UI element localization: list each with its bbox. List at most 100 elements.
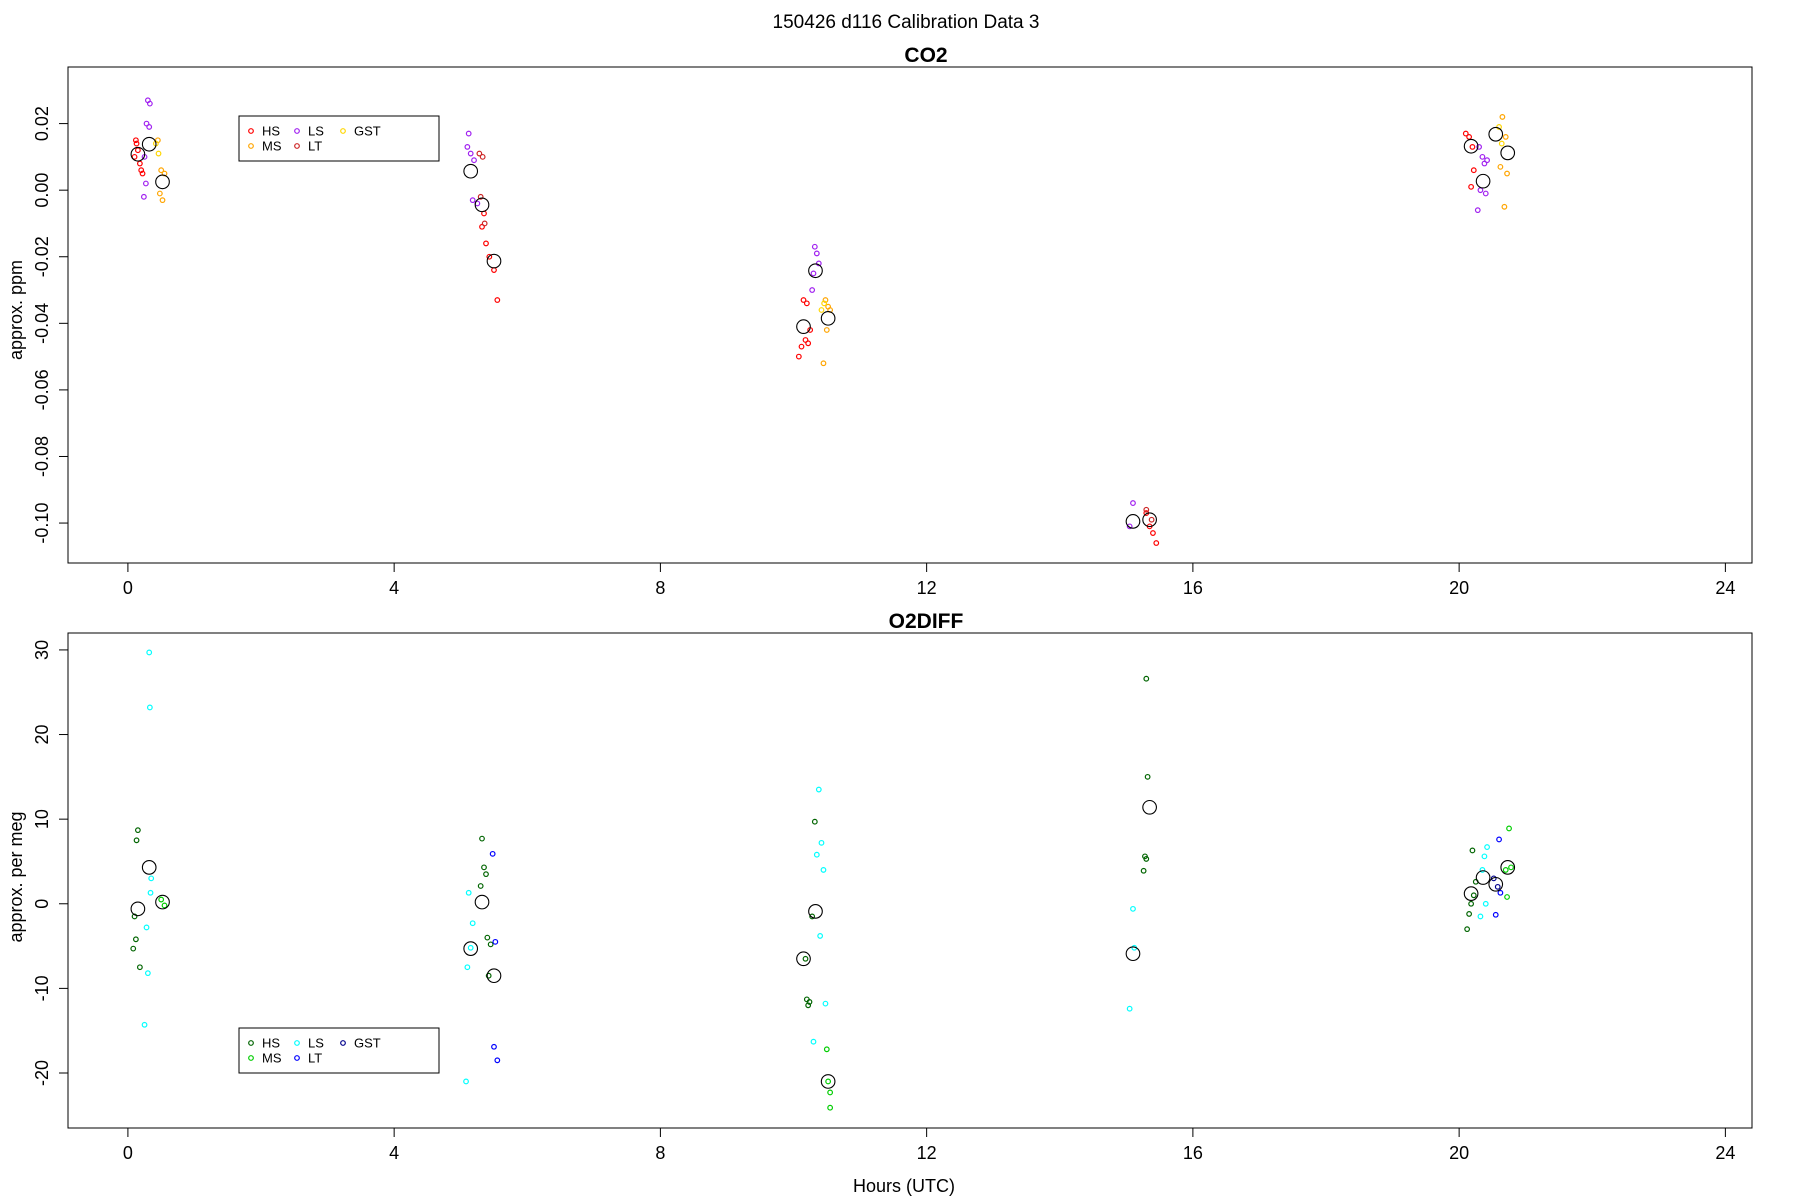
- o2diff-point-ls: [469, 920, 476, 927]
- co2-point-hs: [138, 167, 145, 174]
- o2diff-point-ls: [148, 875, 155, 882]
- o2diff-point-ls: [463, 1078, 469, 1085]
- o2diff-point-hs: [1464, 926, 1471, 933]
- o2diff-point-hs: [136, 964, 143, 971]
- o2diff-point-hs: [130, 945, 137, 952]
- o2diff-point-ls: [141, 1021, 148, 1028]
- o2diff-legend-marker-ls: [294, 1040, 300, 1046]
- o2diff-x-tick-label: 16: [1183, 1143, 1203, 1163]
- o2diff-y-tick-label: 0: [32, 899, 52, 909]
- o2diff-mean-marker: [155, 894, 170, 910]
- co2-mean-marker: [1142, 512, 1157, 528]
- o2diff-point-lt: [1492, 911, 1499, 918]
- co2-point-ls: [146, 100, 153, 107]
- co2-mean-marker: [155, 174, 170, 190]
- co2-legend-box: [238, 115, 440, 162]
- o2diff-point-lt: [494, 1057, 501, 1064]
- o2diff-x-tick-label: 8: [655, 1143, 665, 1163]
- co2-point-ls: [810, 270, 817, 277]
- co2-panel: CO2 approx. ppm 0 4 8 12 16 20 24 0.02 0.00 -0.02…: [6, 44, 1753, 598]
- co2-point-hs: [132, 137, 139, 144]
- co2-legend-marker-gst: [340, 128, 346, 134]
- o2diff-point-ms: [1502, 867, 1509, 873]
- co2-point-hs: [1469, 143, 1476, 150]
- co2-point-ls: [815, 260, 822, 267]
- o2diff-point-hs: [1144, 773, 1151, 780]
- co2-point-ms: [820, 360, 827, 367]
- o2diff-mean-marker: [1475, 870, 1491, 885]
- co2-point-ms: [1501, 203, 1508, 210]
- co2-mean-marker: [1488, 126, 1504, 142]
- o2diff-point-hs: [481, 864, 487, 871]
- o2diff-mean-marker: [1488, 876, 1504, 892]
- co2-x-tick-label: 12: [917, 578, 937, 598]
- o2diff-legend-label-gst: GST: [354, 1036, 381, 1051]
- co2-x-tick-label: 8: [655, 578, 665, 598]
- co2-legend-label-ms: MS: [262, 139, 282, 154]
- co2-point-ls: [146, 124, 153, 130]
- co2-mean-marker: [1125, 514, 1141, 529]
- co2-point-lt: [479, 153, 486, 160]
- co2-mean-marker: [1463, 138, 1479, 154]
- o2diff-point-ls: [146, 649, 153, 656]
- co2-point-ls: [811, 243, 818, 250]
- co2-y-tick-label: -0.06: [32, 369, 52, 410]
- o2diff-point-hs: [477, 883, 484, 889]
- co2-point-lt: [481, 220, 488, 227]
- co2-mean-marker: [796, 319, 811, 335]
- co2-y-tick-label: -0.02: [32, 236, 52, 277]
- o2diff-point-ls: [144, 970, 151, 977]
- co2-y-tick-label: 0.02: [32, 106, 52, 141]
- o2diff-mean-marker: [474, 894, 490, 910]
- o2diff-legend-label-ls: LS: [308, 1036, 324, 1051]
- co2-point-ls: [469, 197, 476, 204]
- o2diff-point-ls: [1477, 913, 1484, 920]
- o2diff-point-ls: [467, 944, 474, 951]
- o2diff-point-ms: [1508, 864, 1514, 871]
- co2-point-gst: [821, 300, 828, 307]
- o2diff-panel: O2DIFF approx. per meg Hours (UTC) 0 4 8 12…: [6, 610, 1753, 1196]
- co2-point-hs: [494, 297, 501, 303]
- o2diff-mean-marker: [130, 901, 146, 917]
- co2-point-gst: [1498, 140, 1505, 147]
- co2-mean-marker: [1500, 145, 1516, 161]
- o2diff-point-ls: [1126, 1005, 1133, 1012]
- o2diff-legend-marker-lt: [294, 1055, 300, 1061]
- co2-point-ls: [467, 150, 474, 157]
- co2-point-hs: [1150, 530, 1156, 536]
- co2-point-hs: [800, 297, 807, 303]
- o2diff-point-ls: [1482, 900, 1489, 907]
- co2-point-ms: [1499, 114, 1506, 120]
- o2diff-point-ms: [158, 896, 165, 903]
- o2diff-point-lt: [489, 850, 496, 857]
- o2diff-point-lt: [491, 1043, 497, 1050]
- o2diff-point-hs: [133, 837, 140, 844]
- o2diff-mean-marker: [796, 951, 811, 967]
- o2diff-mean-marker: [141, 860, 157, 875]
- co2-point-ls: [1484, 157, 1490, 164]
- co2-point-ls: [813, 250, 820, 257]
- co2-x-tick-label: 4: [389, 578, 399, 598]
- o2diff-point-lt: [492, 938, 499, 945]
- o2diff-point-hs: [485, 972, 492, 979]
- o2diff-point-hs: [1470, 892, 1477, 899]
- o2diff-point-ls: [820, 867, 827, 873]
- o2diff-mean-marker: [1463, 886, 1479, 901]
- o2diff-point-hs: [132, 936, 139, 943]
- co2-point-gst: [818, 307, 825, 313]
- o2diff-legend-marker-ms: [248, 1055, 254, 1061]
- o2diff-point-hs: [483, 871, 489, 878]
- o2diff-point-hs: [1143, 856, 1150, 862]
- co2-point-hs: [483, 240, 489, 247]
- co2-panel-title: CO2: [904, 44, 947, 67]
- o2diff-y-tick-label: 10: [32, 809, 52, 829]
- o2diff-point-ls: [1484, 844, 1490, 850]
- co2-point-gst: [1496, 124, 1502, 130]
- o2diff-point-ms: [827, 1104, 834, 1111]
- o2diff-mean-marker: [1500, 860, 1516, 875]
- o2diff-y-tick-label: -20: [32, 1060, 52, 1086]
- co2-point-hs: [1462, 130, 1469, 137]
